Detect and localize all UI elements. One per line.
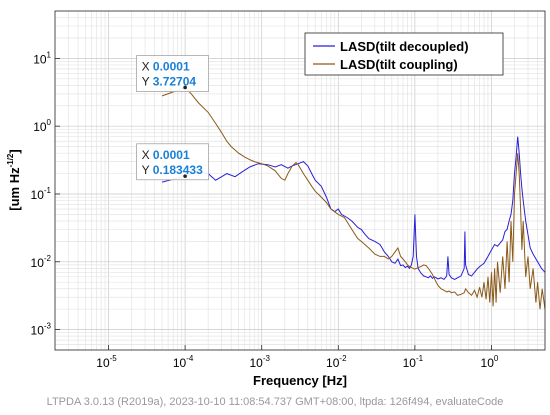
datatip-x: X 0.0001 <box>142 60 190 74</box>
datatip-y: Y 3.72704 <box>142 75 197 89</box>
x-tick-label: 100 <box>481 354 499 370</box>
x-tick-label: 10-5 <box>96 354 117 370</box>
y-tick-label: 100 <box>33 118 51 134</box>
x-tick-label: 10-2 <box>326 354 347 370</box>
datatip-box <box>136 143 209 181</box>
legend[interactable]: LASD(tilt decoupled) LASD(tilt coupling) <box>304 32 504 76</box>
datatip-box <box>136 55 209 92</box>
y-tick-label: 10-1 <box>31 186 52 202</box>
footer-info: LTPDA 3.0.13 (R2019a), 2023-10-10 11:08:… <box>46 396 504 408</box>
y-axis-label-end: ] <box>7 149 22 153</box>
legend-label-2: LASD(tilt coupling) <box>340 57 458 72</box>
y-axis-label-main: [um Hz <box>7 167 22 211</box>
series-line-2 <box>161 86 546 310</box>
datatip-y: Y 0.183433 <box>142 163 204 177</box>
legend-box <box>304 32 504 76</box>
axes: 10-5 10-4 10-3 10-2 10-1 100 10-3 10-2 10-1 100 10… <box>31 10 546 370</box>
y-tick-label: 10-2 <box>31 254 52 270</box>
y-tick-label: 101 <box>33 50 51 66</box>
y-axis-label-exp: -1/2 <box>6 153 15 167</box>
datatip-marker <box>183 174 187 178</box>
x-tick-label: 10-1 <box>403 354 424 370</box>
series-line-1 <box>161 136 546 281</box>
datatip-marker <box>183 85 187 90</box>
axes-frame <box>54 10 546 351</box>
datatip-x: X 0.0001 <box>142 148 190 162</box>
x-tick-label: 10-4 <box>173 354 194 370</box>
y-axis-label: [um Hz-1/2] <box>6 149 22 210</box>
series-layer <box>161 86 546 310</box>
y-tick-label: 10-3 <box>31 322 52 338</box>
x-tick-label: 10-3 <box>249 354 270 370</box>
legend-label-1: LASD(tilt decoupled) <box>340 39 469 54</box>
x-axis-label: Frequency [Hz] <box>253 373 347 388</box>
